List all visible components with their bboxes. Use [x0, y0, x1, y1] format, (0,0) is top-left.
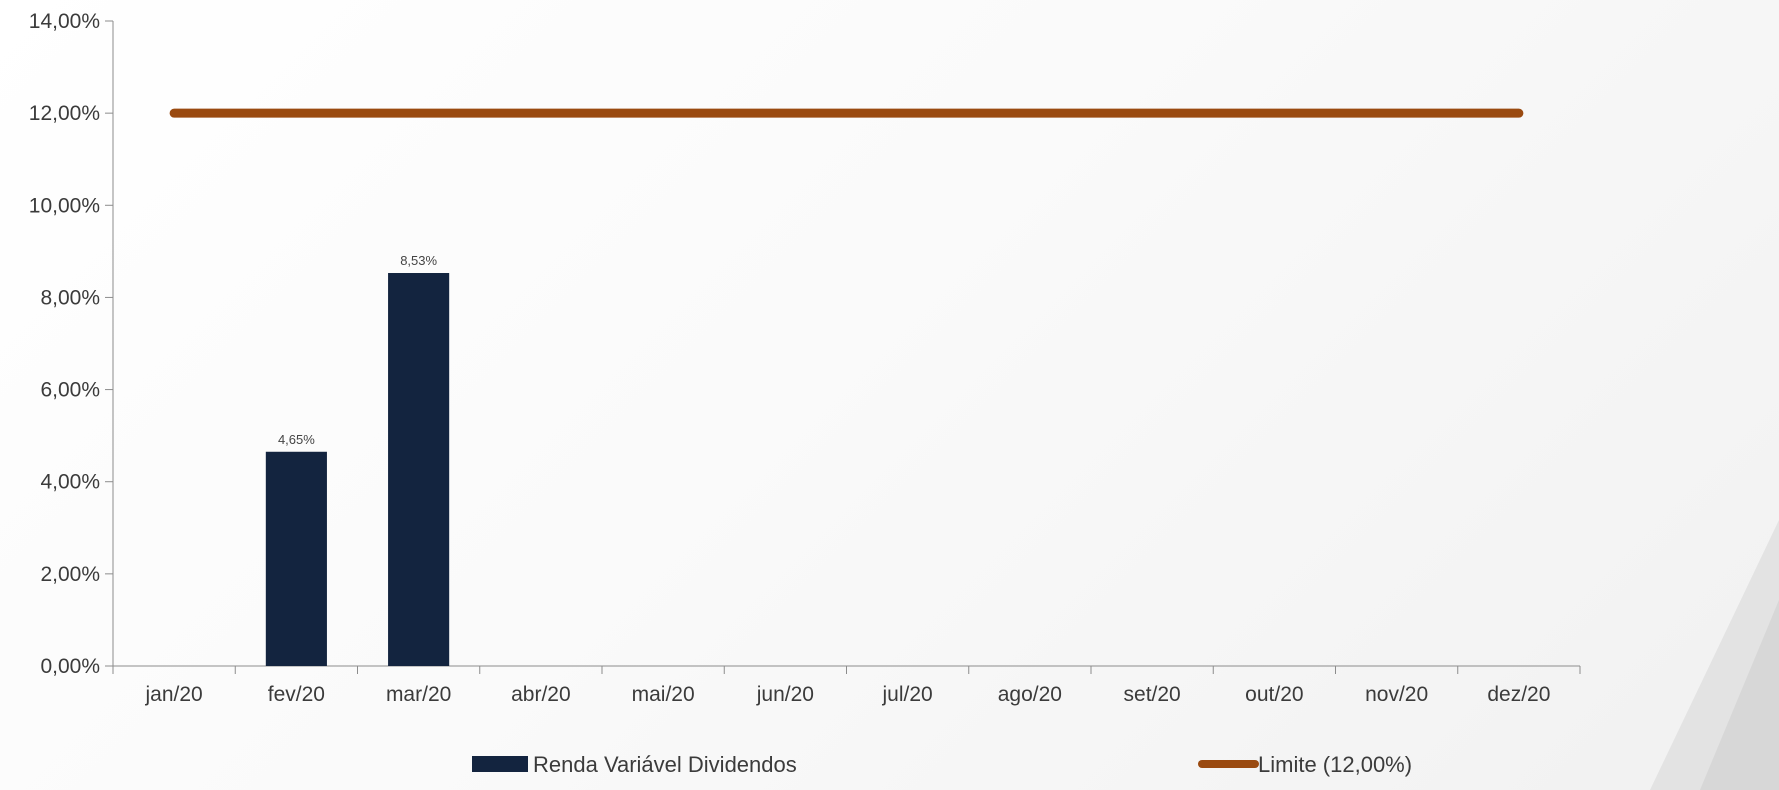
x-tick-label: mar/20 — [386, 683, 451, 706]
bar — [388, 273, 449, 666]
x-tick-label: fev/20 — [268, 683, 325, 706]
x-tick-label: jun/20 — [756, 683, 814, 706]
bar-data-label: 8,53% — [400, 253, 437, 268]
x-tick-label: dez/20 — [1487, 683, 1550, 706]
bar-data-label: 4,65% — [278, 432, 315, 447]
y-axis: 0,00% 2,00% 4,00% 6,00% 8,00% 10,00% 12,00% 14,… — [29, 10, 113, 678]
x-axis: jan/20 fev/20 mar/20 abr/20 mai/20 jun/20 jul/… — [113, 666, 1580, 706]
y-tick-label: 2,00% — [40, 563, 100, 586]
y-tick-label: 6,00% — [40, 379, 100, 402]
bar-series: 4,65% 8,53% — [266, 253, 449, 666]
background-decoration — [1650, 520, 1779, 790]
x-tick-label: ago/20 — [998, 683, 1062, 706]
x-tick-label: mai/20 — [632, 683, 695, 706]
y-tick-label: 10,00% — [29, 194, 100, 217]
y-tick-label: 12,00% — [29, 102, 100, 125]
legend-label-line: Limite (12,00%) — [1258, 752, 1412, 777]
y-tick-label: 0,00% — [40, 655, 100, 678]
y-tick-label: 4,00% — [40, 471, 100, 494]
legend: Renda Variável Dividendos Limite (12,00%) — [472, 752, 1412, 777]
x-tick-label: jul/20 — [882, 683, 933, 706]
bar — [266, 452, 327, 666]
legend-label-bar: Renda Variável Dividendos — [533, 752, 797, 777]
legend-swatch-bar — [472, 756, 528, 772]
y-tick-label: 8,00% — [40, 286, 100, 309]
x-tick-label: abr/20 — [511, 683, 571, 706]
x-tick-label: set/20 — [1124, 683, 1181, 706]
x-tick-label: nov/20 — [1365, 683, 1428, 706]
x-tick-label: jan/20 — [145, 683, 203, 706]
x-tick-label: out/20 — [1245, 683, 1303, 706]
y-tick-label: 14,00% — [29, 10, 100, 33]
